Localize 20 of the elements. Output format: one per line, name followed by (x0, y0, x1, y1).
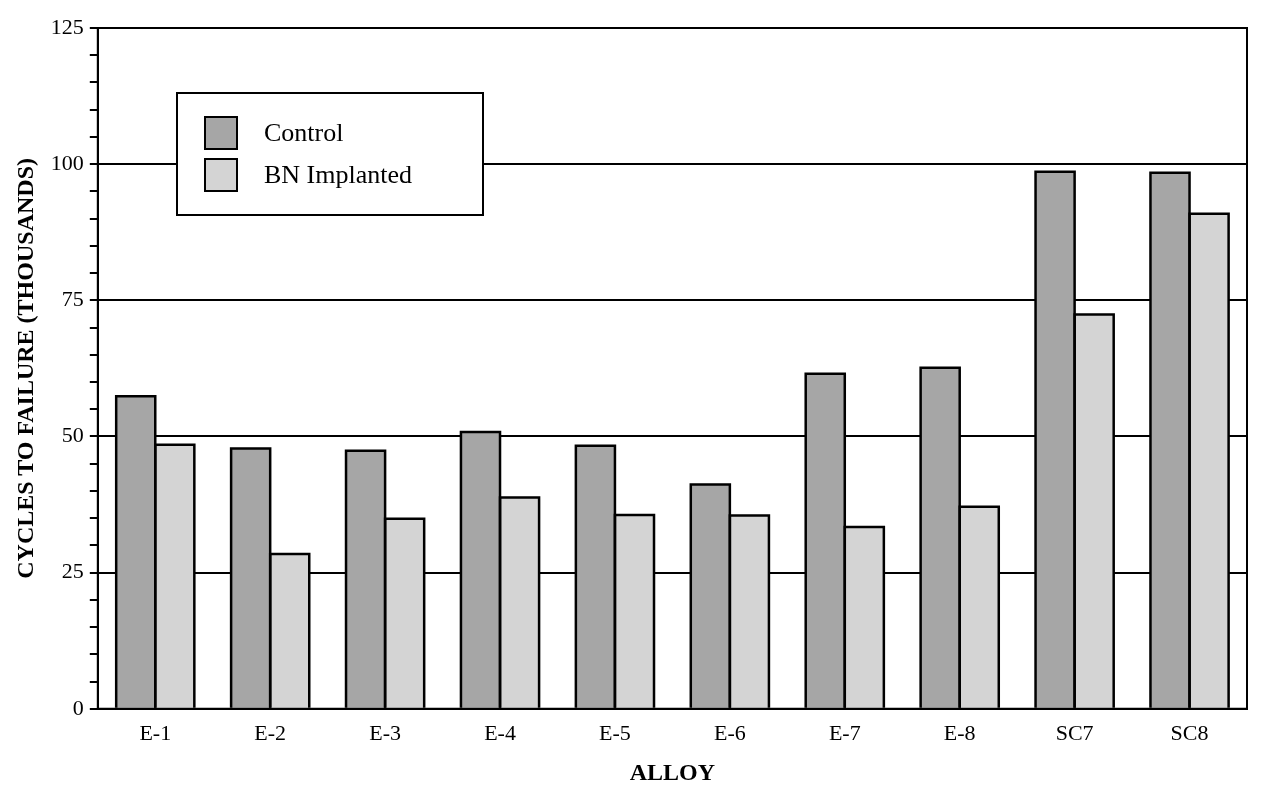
x-tick-label: E-4 (484, 719, 516, 745)
y-tick-label: 25 (61, 558, 84, 584)
x-axis-title: ALLOY (629, 758, 716, 785)
x-tick-label: E-7 (828, 719, 861, 745)
x-tick-label: E-3 (369, 719, 401, 745)
y-tick-label: 125 (50, 13, 84, 39)
x-tick-label: E-1 (139, 719, 172, 745)
x-tick-label: E-8 (943, 719, 976, 745)
y-axis-title: CYCLES TO FAILURE (THOUSANDS) (11, 158, 38, 579)
legend-label: Control (264, 118, 344, 148)
x-tick-label: SC7 (1055, 719, 1094, 745)
y-tick-label: 0 (72, 694, 84, 720)
x-tick-label: E-5 (599, 719, 631, 745)
x-tick-label: E-2 (254, 719, 287, 745)
x-tick-label: E-6 (713, 719, 746, 745)
legend-label: BN Implanted (264, 160, 413, 190)
y-tick-label: 50 (61, 422, 84, 448)
y-tick-label: 75 (61, 286, 84, 312)
x-tick-label: SC8 (1170, 719, 1209, 745)
y-tick-label: 100 (50, 149, 84, 175)
